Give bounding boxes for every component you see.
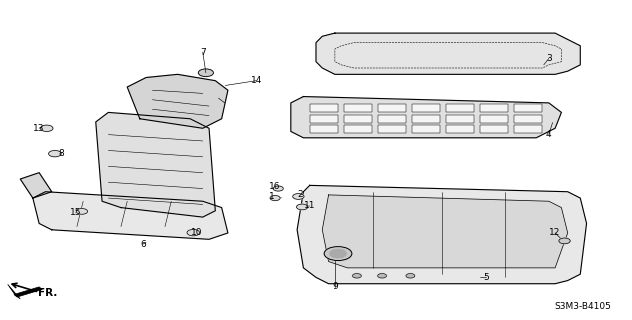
Circle shape bbox=[378, 274, 387, 278]
Text: 7: 7 bbox=[200, 48, 205, 57]
Circle shape bbox=[49, 150, 61, 157]
Circle shape bbox=[324, 247, 352, 260]
Circle shape bbox=[353, 274, 362, 278]
Text: S3M3-B4105: S3M3-B4105 bbox=[555, 302, 612, 311]
Circle shape bbox=[330, 250, 346, 258]
Bar bbox=[344, 125, 372, 133]
Bar bbox=[446, 125, 474, 133]
Bar bbox=[378, 115, 406, 123]
Bar bbox=[411, 125, 440, 133]
Text: 11: 11 bbox=[304, 202, 315, 211]
Text: 14: 14 bbox=[250, 76, 262, 85]
Polygon shape bbox=[8, 284, 20, 299]
Bar bbox=[480, 125, 508, 133]
Bar bbox=[411, 115, 440, 123]
Bar bbox=[514, 125, 542, 133]
Text: 12: 12 bbox=[549, 228, 561, 237]
Polygon shape bbox=[291, 97, 561, 138]
Bar bbox=[344, 104, 372, 112]
Bar bbox=[480, 104, 508, 112]
Bar bbox=[378, 104, 406, 112]
Circle shape bbox=[406, 274, 415, 278]
Text: 9: 9 bbox=[332, 282, 337, 292]
Bar bbox=[310, 115, 338, 123]
Circle shape bbox=[559, 238, 570, 244]
Text: 2: 2 bbox=[298, 190, 303, 199]
Circle shape bbox=[270, 196, 280, 201]
Polygon shape bbox=[96, 112, 216, 217]
Text: 10: 10 bbox=[191, 228, 202, 237]
Polygon shape bbox=[322, 195, 568, 268]
Polygon shape bbox=[20, 173, 52, 198]
Bar bbox=[514, 115, 542, 123]
Bar bbox=[411, 104, 440, 112]
Circle shape bbox=[296, 204, 308, 210]
Circle shape bbox=[76, 209, 88, 214]
Bar bbox=[310, 104, 338, 112]
Circle shape bbox=[40, 125, 53, 132]
Text: 5: 5 bbox=[483, 273, 489, 282]
Circle shape bbox=[273, 186, 283, 191]
Bar bbox=[514, 104, 542, 112]
Text: 16: 16 bbox=[269, 182, 281, 191]
Text: 8: 8 bbox=[58, 149, 64, 158]
Text: 4: 4 bbox=[546, 130, 552, 139]
Text: 3: 3 bbox=[546, 54, 552, 63]
Bar bbox=[344, 115, 372, 123]
Circle shape bbox=[293, 194, 304, 199]
Bar bbox=[446, 104, 474, 112]
Bar bbox=[310, 125, 338, 133]
Text: 15: 15 bbox=[70, 208, 82, 217]
Text: FR.: FR. bbox=[38, 288, 58, 298]
Text: 1: 1 bbox=[269, 192, 275, 201]
Polygon shape bbox=[316, 33, 580, 74]
Polygon shape bbox=[33, 192, 228, 239]
Polygon shape bbox=[297, 185, 586, 284]
Circle shape bbox=[198, 69, 214, 76]
Bar bbox=[480, 115, 508, 123]
Text: 6: 6 bbox=[140, 240, 146, 249]
Bar bbox=[446, 115, 474, 123]
Polygon shape bbox=[14, 287, 42, 297]
Circle shape bbox=[187, 229, 200, 236]
Polygon shape bbox=[127, 74, 228, 128]
Bar bbox=[378, 125, 406, 133]
Text: 13: 13 bbox=[33, 124, 45, 133]
